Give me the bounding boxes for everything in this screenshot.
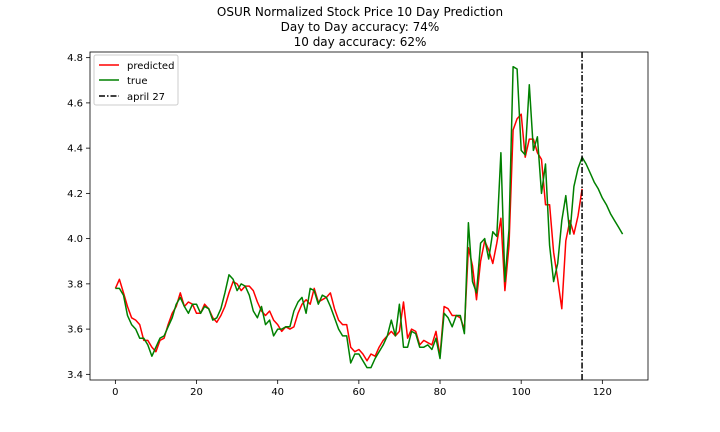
legend-label-true: true	[127, 76, 148, 87]
y-tick-label: 4.2	[67, 189, 83, 200]
x-tick-label: 80	[434, 387, 447, 398]
x-tick-label: 0	[112, 387, 118, 398]
legend: predicted true april 27	[93, 54, 179, 106]
axes-frame	[89, 51, 649, 381]
legend-label-april-27: april 27	[127, 92, 165, 103]
y-tick-label: 4.6	[67, 98, 83, 109]
legend-label-predicted: predicted	[127, 61, 174, 72]
y-tick-label: 4.0	[67, 234, 83, 245]
series-line-true	[115, 65, 624, 369]
y-tick-label: 4.8	[67, 53, 83, 64]
x-tick-label: 40	[271, 387, 284, 398]
axes: 0 20 40 60 80 100 120 3.4 3.6 3.8 4.0 4.2 4.4 4.6 4.8	[67, 51, 649, 398]
x-tick-label: 120	[593, 387, 612, 398]
x-tick-label: 20	[190, 387, 203, 398]
y-tick-label: 3.4	[67, 370, 83, 381]
series-line-predicted	[114, 113, 583, 362]
plot-area	[114, 52, 624, 380]
x-tick-label: 60	[352, 387, 365, 398]
chart-title-line-3: 10 day accuracy: 62%	[294, 35, 427, 49]
y-tick-label: 3.6	[67, 325, 83, 336]
x-tick-label: 100	[512, 387, 531, 398]
legend-box	[93, 54, 179, 106]
chart-title-line-2: Day to Day accuracy: 74%	[281, 20, 440, 34]
y-tick-label: 4.4	[67, 144, 83, 155]
chart-title-line-1: OSUR Normalized Stock Price 10 Day Predi…	[217, 5, 503, 19]
y-tick-label: 3.8	[67, 279, 83, 290]
